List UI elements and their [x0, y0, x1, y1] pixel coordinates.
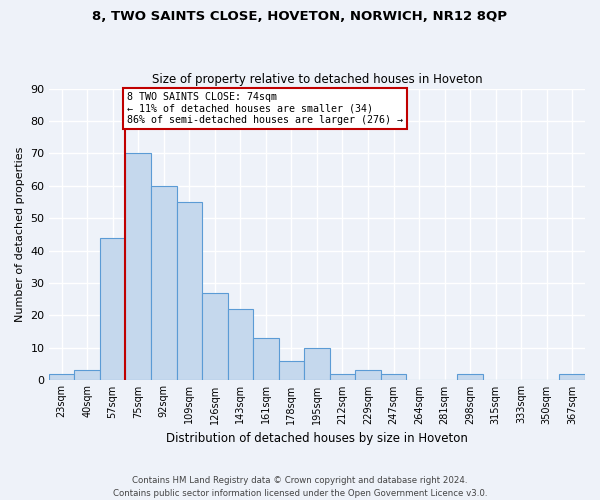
Bar — [253, 338, 278, 380]
Text: 8 TWO SAINTS CLOSE: 74sqm
← 11% of detached houses are smaller (34)
86% of semi-: 8 TWO SAINTS CLOSE: 74sqm ← 11% of detac… — [127, 92, 403, 125]
X-axis label: Distribution of detached houses by size in Hoveton: Distribution of detached houses by size … — [166, 432, 468, 445]
Bar — [125, 154, 151, 380]
Bar — [559, 374, 585, 380]
Bar — [381, 374, 406, 380]
Bar — [329, 374, 355, 380]
Title: Size of property relative to detached houses in Hoveton: Size of property relative to detached ho… — [152, 73, 482, 86]
Text: 8, TWO SAINTS CLOSE, HOVETON, NORWICH, NR12 8QP: 8, TWO SAINTS CLOSE, HOVETON, NORWICH, N… — [92, 10, 508, 23]
Bar — [100, 238, 125, 380]
Bar — [304, 348, 329, 380]
Y-axis label: Number of detached properties: Number of detached properties — [15, 146, 25, 322]
Bar — [278, 360, 304, 380]
Bar — [355, 370, 381, 380]
Bar — [74, 370, 100, 380]
Bar — [457, 374, 483, 380]
Bar — [151, 186, 176, 380]
Bar — [227, 309, 253, 380]
Bar — [49, 374, 74, 380]
Text: Contains HM Land Registry data © Crown copyright and database right 2024.
Contai: Contains HM Land Registry data © Crown c… — [113, 476, 487, 498]
Bar — [202, 292, 227, 380]
Bar — [176, 202, 202, 380]
